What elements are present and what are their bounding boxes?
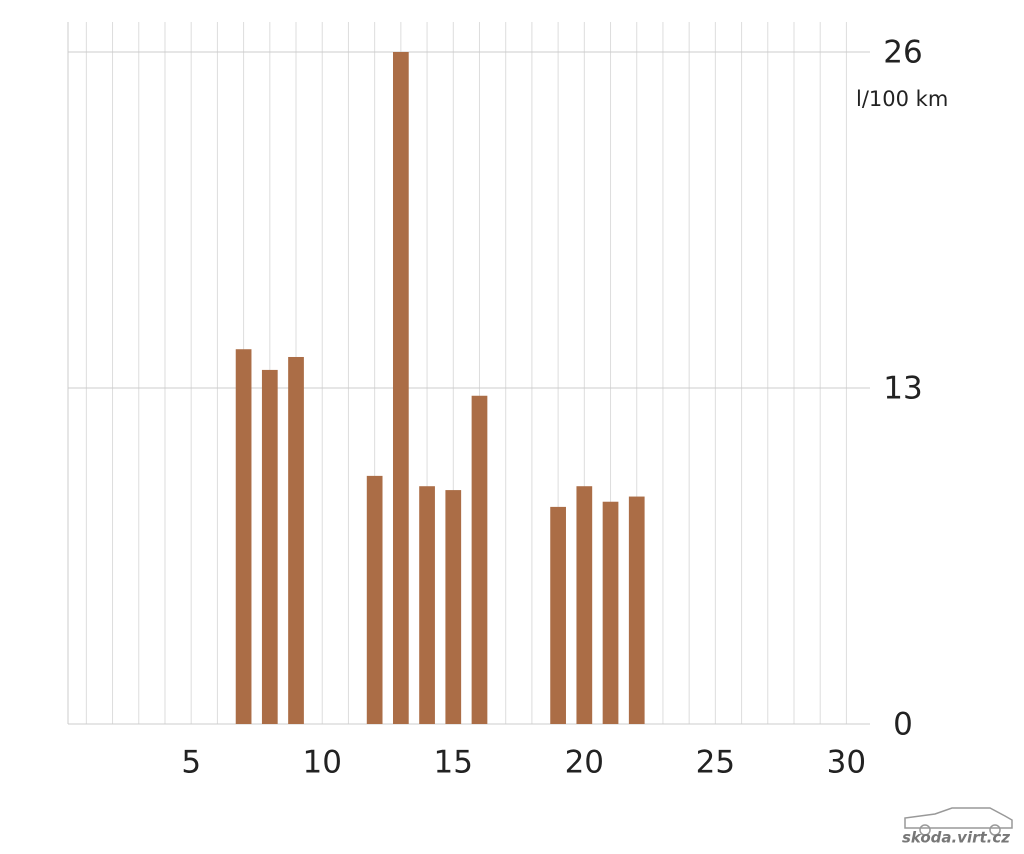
- watermark-car: [904, 807, 1013, 836]
- bar: [550, 506, 566, 724]
- x-tick-label: 20: [565, 745, 604, 781]
- bar: [288, 356, 304, 724]
- x-tick-label: 10: [303, 745, 342, 781]
- x-tick-label: 5: [181, 745, 201, 781]
- x-tick-label: 15: [434, 745, 473, 781]
- bar: [235, 349, 252, 724]
- x-tick-label: 30: [827, 745, 866, 781]
- y-tick-label: 26: [883, 35, 922, 71]
- y-axis-label: l/100 km: [856, 87, 948, 111]
- bar: [471, 395, 488, 724]
- bar: [576, 486, 593, 724]
- bar: [628, 496, 645, 724]
- watermark: skoda.virt.cz: [902, 829, 1010, 847]
- bar: [366, 475, 383, 724]
- bar: [261, 369, 278, 724]
- bar: [445, 490, 462, 724]
- x-tick-label: 25: [696, 745, 735, 781]
- bar: [419, 486, 435, 724]
- bar: [602, 501, 619, 724]
- y-tick-label: 13: [883, 371, 922, 407]
- bar: [392, 52, 409, 724]
- y-tick-label: 0: [893, 707, 913, 743]
